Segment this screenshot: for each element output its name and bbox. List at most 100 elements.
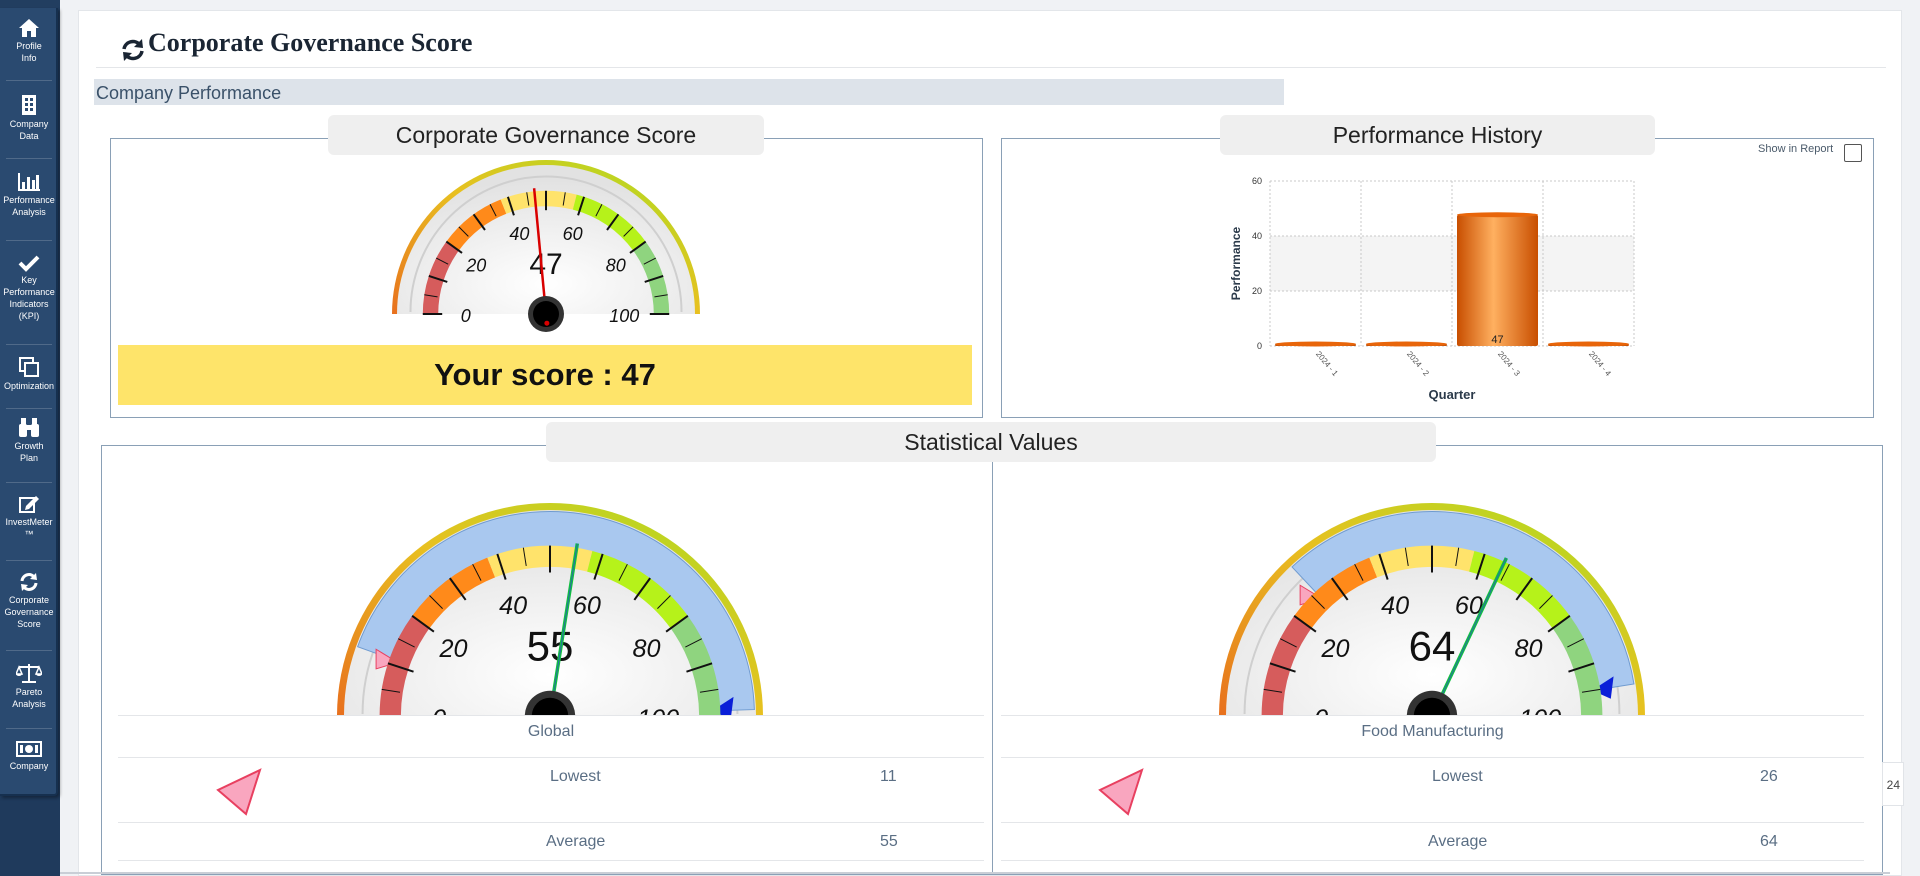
gauge-tick [428,274,448,283]
sidebar-item-label: Profile Info [16,41,42,63]
gauge-tick [562,192,566,206]
chart-y-axis-label: Performance [1229,226,1243,300]
gauge-tick [522,547,527,567]
page-header: Corporate Governance Score [96,24,1886,68]
global-average-label: Average [546,833,606,850]
gauge-tick-label: 100 [637,705,679,715]
sidebar-top-strip [0,0,60,10]
gauge-tick [458,226,469,237]
scale-icon [0,662,58,684]
gauge-color-band [1294,557,1378,629]
sidebar-item-growth-plan[interactable]: Growth Plan [0,416,58,464]
gauge-tick-label: 60 [573,592,601,620]
gauge-tick [381,688,401,693]
gauge-tick [685,638,703,648]
sidebar-item-kpi[interactable]: Key Performance Indicators (KPI) [0,254,58,322]
gauge-value-label: 47 [529,248,562,281]
gauge-needle-shadow [549,543,578,715]
gauge-tick [436,257,449,265]
sidebar-item-profile-info[interactable]: Profile Info [0,18,58,64]
gauge-tick [1515,577,1533,601]
global-lowest-value: 11 [880,768,897,785]
sidebar-divider [6,482,52,483]
sidebar-divider [6,158,52,159]
sidebar-item-performance-analysis[interactable]: Performance Analysis [0,172,58,218]
gauge-tick-label: 0 [1314,705,1328,715]
sidebar-item-label: Pareto Analysis [12,687,46,709]
section-bar: Company Performance [94,79,1284,105]
building-icon [0,94,58,116]
chart-x-axis-label: Quarter [1429,387,1476,402]
stats-divider [992,445,993,875]
gauge-tick [623,226,634,237]
show-in-report-checkbox[interactable] [1844,144,1862,162]
gauge-value-label: 55 [527,623,574,670]
industry-average-value: 64 [1760,833,1778,850]
gauge-tick-label: 60 [563,224,583,244]
sidebar-item-company[interactable]: Company [0,740,58,772]
history-panel-title: Performance History [1220,115,1655,155]
page-number-stub: 24 [1882,762,1904,806]
gauge-tick-label: 100 [1519,705,1561,715]
chart-y-tick-label: 60 [1252,176,1262,186]
chart-x-tick-label: 2024 - 2 [1405,350,1431,379]
sidebar-divider [6,650,52,651]
table-row-divider [1001,822,1864,823]
gauge-tick-label: 40 [499,592,527,620]
sidebar-item-corporate-governance-score[interactable]: Corporate Governance Score [0,572,58,630]
gauge-color-band [500,190,577,214]
table-row-divider [118,757,984,758]
gauge-tick [429,595,443,609]
gauge-tick-label: 40 [1381,592,1409,620]
gauge-tick [633,577,651,601]
gauge-tick [1475,553,1486,580]
sidebar: Profile Info Company Data Performance An… [0,0,60,876]
gauge-tick [472,563,482,581]
gauge-tick [1568,662,1595,673]
gauge-tick [1455,547,1460,567]
chart-bar-cap [1275,341,1356,347]
chart-x-tick-label: 2024 - 4 [1587,350,1613,379]
gauge-hub-dot [544,320,550,326]
industry-lowest-label: Lowest [1432,768,1483,785]
refresh-icon[interactable] [120,38,146,67]
gauge-tick [577,196,586,216]
global-lowest-label: Lowest [550,768,601,785]
gauge-tick-label: 80 [1514,635,1542,663]
bottom-border [60,872,1890,874]
gauge-tick [496,553,507,580]
edit-icon [0,494,58,514]
sidebar-divider [6,408,52,409]
global-gauge: 0 20 40 60 80 100 55 [337,503,763,715]
gauge-tick-label: 80 [606,255,626,275]
sidebar-item-label: Optimization [3,381,55,391]
gauge-max-marker [1591,676,1614,699]
chart-bar-cap [1548,341,1629,347]
industry-gauge: 02040608010064 [1219,503,1645,715]
sidebar-divider [6,344,52,345]
gauge-tick [593,553,604,580]
table-row-divider [1001,715,1864,716]
gauge-face [397,165,695,314]
gauge-tick [629,240,647,254]
sidebar-item-pareto-analysis[interactable]: Pareto Analysis [0,662,58,710]
gauge-tick [445,240,463,254]
gauge-color-band [1369,545,1475,578]
gauge-tick [1500,563,1510,581]
gauge-tick [1269,662,1296,673]
gauge-tick [1311,595,1325,609]
sidebar-item-label: Corporate Governance Score [4,595,54,629]
sidebar-divider [6,560,52,561]
sidebar-panel: Profile Info Company Data Performance An… [0,8,58,796]
triangle-warning-icon [216,768,262,816]
sidebar-item-company-data[interactable]: Company Data [0,94,58,142]
gauge-tick [1404,547,1409,567]
gauge-tick-label: 20 [438,635,467,663]
sidebar-divider [6,728,52,729]
stats-panel-title: Statistical Values [546,422,1436,462]
gauge-hub [531,697,569,715]
gauge-tick [686,662,713,673]
sidebar-item-optimization[interactable]: Optimization [0,356,58,392]
sidebar-item-investmeter[interactable]: InvestMeter ™ [0,494,58,540]
gauge-inner-ring [409,175,683,313]
